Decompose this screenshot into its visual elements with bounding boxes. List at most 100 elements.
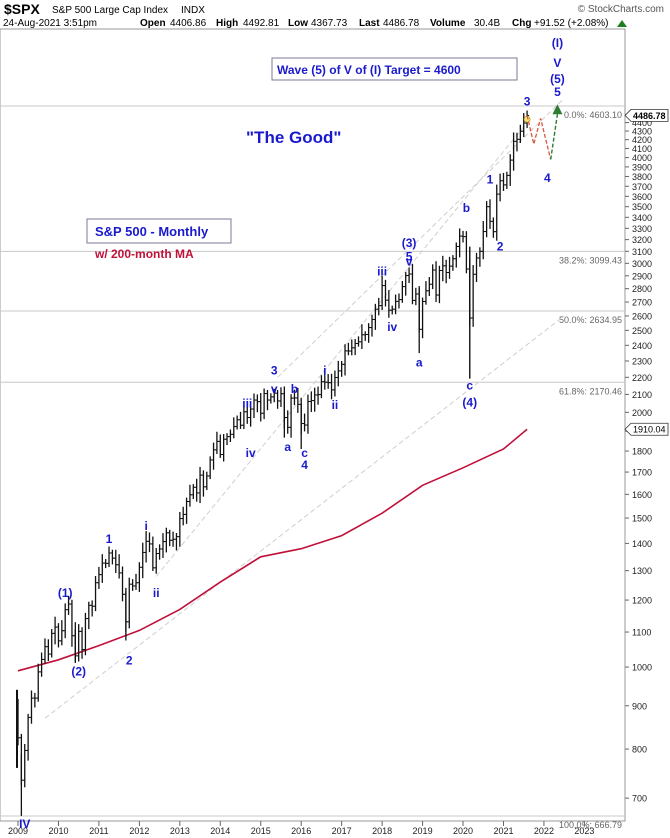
y-tick-label: 3200 xyxy=(632,235,652,245)
y-tick-label: 1300 xyxy=(632,566,652,576)
fib-label: 0.0%: 4603.10 xyxy=(564,110,622,120)
wave-label: i xyxy=(323,363,326,377)
volume-label: Volume xyxy=(430,18,466,29)
y-tick-label: 1100 xyxy=(632,628,651,638)
projection-red-path xyxy=(526,115,552,160)
wave-label: c xyxy=(301,446,308,460)
y-tick-label: 4100 xyxy=(632,144,652,154)
open-value: 4406.86 xyxy=(170,18,207,29)
y-tick-label: 1200 xyxy=(632,596,652,606)
fib-levels: 0.0%: 4603.10 38.2%: 3099.43 50.0%: 2634.9… xyxy=(0,105,625,830)
x-tick-label: 2011 xyxy=(89,826,108,836)
x-tick-label: 2021 xyxy=(493,826,513,836)
open-label: Open xyxy=(140,18,166,29)
y-tick-label: 3400 xyxy=(632,213,652,223)
channel-line xyxy=(44,315,565,719)
wave-label: iii xyxy=(242,397,252,411)
fib-label: 38.2%: 3099.43 xyxy=(559,255,622,265)
y-tick-label: 2400 xyxy=(632,341,652,351)
wave-label: 1 xyxy=(487,172,494,186)
fib-label: 100.0%: 666.79 xyxy=(559,820,622,830)
x-tick-label: 2022 xyxy=(534,826,554,836)
low-label: Low xyxy=(288,18,308,29)
y-tick-label: 1600 xyxy=(632,490,652,500)
y-tick-label: 1000 xyxy=(632,663,652,673)
wave-label: a xyxy=(416,356,423,370)
plot-frame xyxy=(0,28,626,822)
x-tick-label: 2019 xyxy=(413,826,433,836)
target-box xyxy=(271,57,518,81)
brand-watermark: © StockCharts.com xyxy=(578,4,664,15)
x-tick-label: 2020 xyxy=(453,826,473,836)
index-name: S&P 500 Large Cap Index xyxy=(52,5,168,16)
price-tag-label: 1910.04 xyxy=(633,425,666,435)
wave-label: (I) xyxy=(552,36,563,50)
y-tick-label: 3700 xyxy=(632,182,652,192)
wave-label: b xyxy=(291,382,298,396)
last-label: Last xyxy=(359,18,380,29)
legend-title: S&P 500 - Monthly xyxy=(95,224,209,239)
wave-label: (5) xyxy=(550,72,565,86)
y-axis: 700 800 900 1000 1100 1200 1300 1400 1500 1600 170… xyxy=(625,118,652,804)
projection-path xyxy=(526,104,563,160)
y-tick-label: 3900 xyxy=(632,162,652,172)
wave-label: (2) xyxy=(71,664,86,678)
wave-label: 5 xyxy=(554,85,561,99)
price-tags: 4486.78 1910.04 xyxy=(624,109,669,436)
wave-label: 4 xyxy=(301,458,308,472)
wave-label: 2 xyxy=(497,239,504,253)
chg-label: Chg xyxy=(512,18,531,29)
wave-label: 5 xyxy=(406,249,413,263)
x-tick-label: 2015 xyxy=(251,826,271,836)
y-tick-label: 3600 xyxy=(632,192,652,202)
wave-label: 3 xyxy=(524,95,531,109)
x-tick-label: 2010 xyxy=(48,826,68,836)
y-tick-label: 2800 xyxy=(632,284,652,294)
y-tick-label: 900 xyxy=(632,701,647,711)
wave-label: v xyxy=(406,254,413,268)
x-axis: 2009 2010 2011 2012 2013 2014 2015 2016 2017 2018… xyxy=(8,821,594,836)
legend-ma: w/ 200-month MA xyxy=(94,247,194,261)
y-tick-label: 2500 xyxy=(632,326,652,336)
channel-line xyxy=(155,126,525,577)
high-value: 4492.81 xyxy=(243,18,280,29)
y-tick-label: 2700 xyxy=(632,298,652,308)
wave-label: iv xyxy=(246,446,256,460)
wave-label: (4) xyxy=(462,395,477,409)
x-tick-label: 2018 xyxy=(372,826,392,836)
y-tick-label: 4400 xyxy=(632,118,652,128)
y-tick-label: 4000 xyxy=(632,153,652,163)
y-tick-label: 3800 xyxy=(632,172,652,182)
low-value: 4367.73 xyxy=(311,18,348,29)
wave-label: 2 xyxy=(126,654,133,668)
wave-label: IV xyxy=(19,817,30,831)
price-tag-label: 4486.78 xyxy=(633,111,666,121)
wave-label: iii xyxy=(377,264,387,278)
x-tick-label: 2013 xyxy=(170,826,190,836)
y-tick-label: 3500 xyxy=(632,202,652,212)
fib-label: 50.0%: 2634.95 xyxy=(559,315,622,325)
y-tick-label: 1500 xyxy=(632,514,652,524)
wave-label: 3 xyxy=(271,363,278,377)
wave-label: V xyxy=(553,56,561,70)
x-tick-label: 2016 xyxy=(291,826,311,836)
y-tick-label: 1700 xyxy=(632,468,652,478)
y-tick-label: 2100 xyxy=(632,390,652,400)
wave-label: (3) xyxy=(402,236,417,250)
x-tick-label: 2009 xyxy=(8,826,28,836)
price-tag xyxy=(624,109,669,122)
wave-label: iv xyxy=(387,320,397,334)
y-tick-label: 2300 xyxy=(632,356,652,366)
wave-label: b xyxy=(463,201,470,215)
volume-value: 30.4B xyxy=(474,18,500,29)
high-label: High xyxy=(216,18,238,29)
wave-label: c xyxy=(466,378,473,392)
wave-label: ii xyxy=(153,586,160,600)
wave-label: v xyxy=(271,382,278,396)
chart-title: "The Good" xyxy=(246,128,341,147)
symbol-label: $SPX xyxy=(4,1,40,17)
wave-label: 4 xyxy=(544,171,551,185)
ma-200-polyline xyxy=(17,428,528,672)
y-tick-label: 2000 xyxy=(632,408,652,418)
